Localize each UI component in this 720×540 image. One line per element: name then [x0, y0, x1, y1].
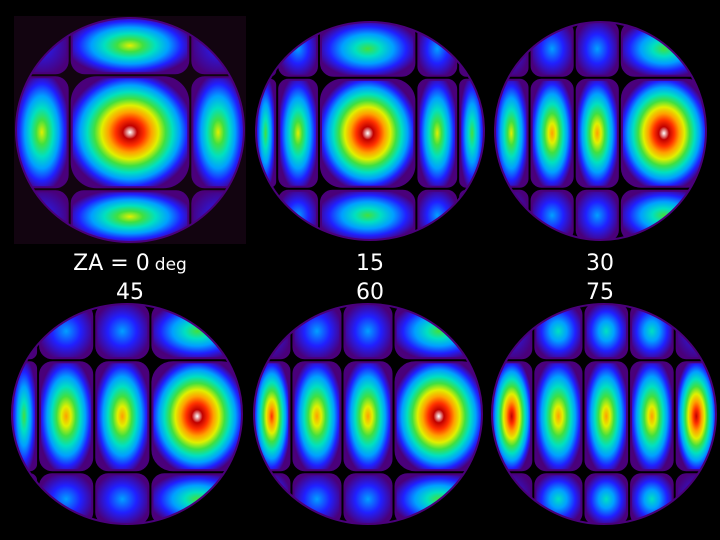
- intensity-map: [253, 303, 483, 525]
- intensity-lobe: [151, 361, 242, 472]
- intensity-lobe: [417, 22, 458, 77]
- intensity-lobe: [70, 76, 190, 189]
- intensity-lobe: [575, 78, 619, 188]
- intensity-lobe: [492, 473, 533, 524]
- caption-value-0: 0: [135, 251, 150, 276]
- intensity-lobe: [256, 189, 277, 240]
- intensity-lobe: [417, 78, 458, 188]
- intensity-lobe: [95, 473, 150, 524]
- caption-za-15: 15 60: [330, 250, 410, 308]
- intensity-lobe: [319, 189, 416, 240]
- intensity-lobe: [39, 361, 94, 472]
- plot-za-60: [252, 302, 484, 526]
- plot-za-75: [490, 302, 718, 526]
- intensity-lobe: [292, 304, 342, 360]
- intensity-lobe: [394, 361, 482, 472]
- intensity-lobe: [675, 473, 716, 524]
- intensity-map: [14, 16, 246, 244]
- plot-za-30: [493, 20, 708, 242]
- intensity-lobe: [495, 189, 529, 240]
- intensity-lobe: [95, 304, 150, 360]
- caption-za-0: ZA = 0 deg 45: [40, 250, 220, 308]
- intensity-lobe: [12, 473, 38, 524]
- intensity-map: [494, 21, 707, 241]
- intensity-lobe: [620, 78, 706, 188]
- intensity-lobe: [584, 304, 629, 360]
- aperture-rim: [15, 17, 245, 243]
- caption-value-75: 75: [586, 280, 614, 305]
- intensity-lobe: [530, 22, 574, 77]
- intensity-map: [255, 21, 485, 241]
- aperture-rim: [253, 303, 483, 525]
- caption-value-30: 30: [586, 251, 614, 276]
- intensity-lobe: [191, 76, 244, 189]
- intensity-lobe: [151, 304, 242, 360]
- intensity-lobe: [254, 473, 291, 524]
- intensity-lobe: [630, 473, 674, 524]
- intensity-lobe: [278, 22, 318, 77]
- intensity-lobe: [292, 473, 342, 524]
- intensity-lobe: [343, 473, 393, 524]
- plot-za-15: [254, 20, 486, 242]
- intensity-lobe: [575, 189, 619, 240]
- intensity-map: [491, 303, 717, 525]
- intensity-lobe: [530, 78, 574, 188]
- caption-value-60: 60: [356, 280, 384, 305]
- intensity-lobe: [530, 189, 574, 240]
- caption-za-30: 30 75: [560, 250, 640, 308]
- aperture-rim: [491, 303, 717, 525]
- caption-unit: deg: [154, 255, 187, 275]
- aperture-rim: [255, 21, 485, 241]
- intensity-lobe: [534, 473, 583, 524]
- intensity-lobe: [256, 78, 277, 188]
- intensity-lobe: [292, 361, 342, 472]
- caption-value-45: 45: [116, 280, 144, 305]
- plot-za-45: [10, 302, 244, 526]
- intensity-lobe: [459, 189, 484, 240]
- intensity-lobe: [620, 22, 706, 77]
- intensity-lobe: [70, 18, 190, 75]
- intensity-lobe: [278, 78, 318, 188]
- intensity-lobe: [343, 304, 393, 360]
- intensity-lobe: [459, 78, 484, 188]
- intensity-lobe: [630, 304, 674, 360]
- intensity-lobe: [343, 361, 393, 472]
- intensity-lobe: [417, 189, 458, 240]
- intensity-lobe: [584, 473, 629, 524]
- caption-value-15: 15: [356, 251, 384, 276]
- intensity-lobe: [254, 304, 291, 360]
- intensity-map: [11, 303, 243, 525]
- plot-za-0: [14, 16, 246, 244]
- intensity-lobe: [495, 22, 529, 77]
- intensity-lobe: [495, 78, 529, 188]
- aperture-rim: [11, 303, 243, 525]
- intensity-lobe: [70, 190, 190, 242]
- intensity-lobe: [254, 361, 291, 472]
- intensity-lobe: [534, 361, 583, 472]
- intensity-lobe: [319, 78, 416, 188]
- intensity-lobe: [630, 361, 674, 472]
- intensity-lobe: [256, 22, 277, 77]
- intensity-lobe: [534, 304, 583, 360]
- intensity-lobe: [575, 22, 619, 77]
- intensity-lobe: [319, 22, 416, 77]
- caption-prefix: ZA =: [73, 251, 136, 276]
- intensity-lobe: [95, 361, 150, 472]
- intensity-lobe: [584, 361, 629, 472]
- intensity-lobe: [620, 189, 706, 240]
- intensity-lobe: [16, 76, 69, 189]
- aperture-rim: [494, 21, 707, 241]
- intensity-lobe: [12, 361, 38, 472]
- intensity-lobe: [492, 361, 533, 472]
